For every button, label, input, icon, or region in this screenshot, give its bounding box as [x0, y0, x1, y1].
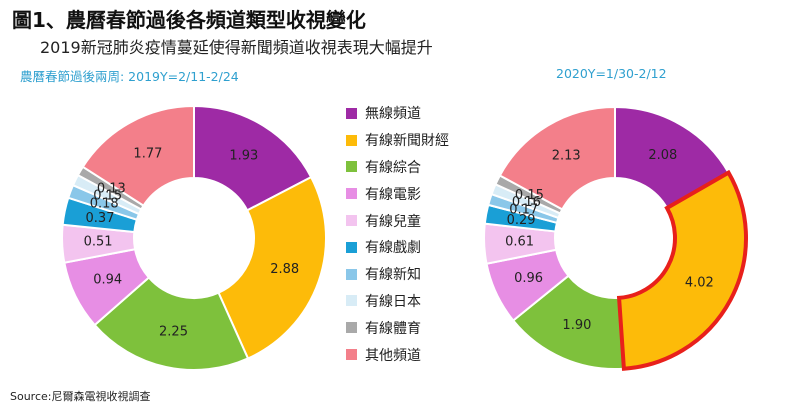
period-label-2020: 2020Y=1/30-2/12	[556, 66, 667, 81]
data-label: 2.13	[552, 148, 581, 163]
legend-item: 有線新知	[346, 261, 449, 288]
chart-subtitle: 2019新冠肺炎疫情蔓延使得新聞頻道收視表現大幅提升	[40, 38, 433, 57]
legend-item: 有線戲劇	[346, 234, 449, 261]
legend-swatch	[346, 161, 357, 173]
data-label: 2.08	[648, 148, 677, 163]
data-label: 0.15	[93, 188, 122, 203]
data-label: 0.15	[515, 188, 544, 203]
legend-label: 無線頻道	[365, 106, 421, 123]
legend-item: 有線新聞財經	[346, 127, 449, 154]
data-label: 4.02	[685, 275, 714, 290]
legend-swatch	[346, 134, 357, 146]
legend-label: 有線兒童	[365, 213, 421, 230]
legend-item: 有線綜合	[346, 154, 449, 181]
data-label: 0.96	[514, 271, 543, 286]
legend-swatch	[346, 268, 357, 280]
legend-swatch	[346, 188, 357, 200]
legend: 無線頻道 有線新聞財經 有線綜合 有線電影 有線兒童 有線戲劇 有線新知 有線日…	[346, 100, 449, 368]
legend-item: 其他頻道	[346, 341, 449, 368]
legend-swatch	[346, 241, 357, 253]
legend-label: 有線戲劇	[365, 240, 421, 257]
data-label: 2.25	[159, 324, 188, 339]
chart-title: 圖1、農曆春節過後各頻道類型收視變化	[12, 8, 366, 32]
data-label: 0.16	[512, 195, 541, 210]
donut-slice	[618, 171, 747, 370]
highlight-outline	[616, 169, 748, 371]
legend-item: 有線電影	[346, 180, 449, 207]
data-label: 0.18	[90, 197, 119, 212]
data-label: 0.17	[509, 202, 538, 217]
data-label: 1.77	[133, 146, 162, 161]
legend-swatch	[346, 107, 357, 119]
legend-label: 有線日本	[365, 293, 421, 310]
legend-swatch	[346, 322, 357, 334]
legend-swatch	[346, 295, 357, 307]
legend-label: 有線新知	[365, 267, 421, 284]
legend-item: 有線體育	[346, 314, 449, 341]
legend-label: 有線體育	[365, 320, 421, 337]
legend-label: 有線綜合	[365, 159, 421, 176]
donut-slice	[217, 175, 327, 360]
donut-slice	[498, 105, 616, 211]
legend-label: 其他頻道	[365, 347, 421, 364]
data-label: 0.37	[86, 211, 115, 226]
data-label: 0.61	[505, 235, 534, 250]
legend-label: 有線新聞財經	[365, 133, 449, 150]
legend-label: 有線電影	[365, 186, 421, 203]
data-label: 2.88	[270, 262, 299, 277]
legend-swatch	[346, 215, 357, 227]
data-label: 0.94	[93, 273, 122, 288]
donut-slice	[614, 105, 730, 210]
data-label: 0.29	[507, 213, 536, 228]
period-label-2019: 農曆春節過後兩周: 2019Y=2/11-2/24	[20, 69, 239, 84]
legend-item: 無線頻道	[346, 100, 449, 127]
data-label: 0.13	[97, 182, 126, 197]
legend-swatch	[346, 349, 357, 361]
source-note: Source:尼爾森電視收視調查	[10, 390, 151, 403]
data-label: 1.90	[562, 318, 591, 333]
donut-slice	[93, 276, 250, 371]
legend-item: 有線兒童	[346, 207, 449, 234]
data-label: 1.93	[229, 148, 258, 163]
donut-slice	[81, 104, 195, 208]
legend-item: 有線日本	[346, 288, 449, 315]
donut-slice	[193, 104, 313, 212]
data-label: 0.51	[84, 235, 113, 250]
